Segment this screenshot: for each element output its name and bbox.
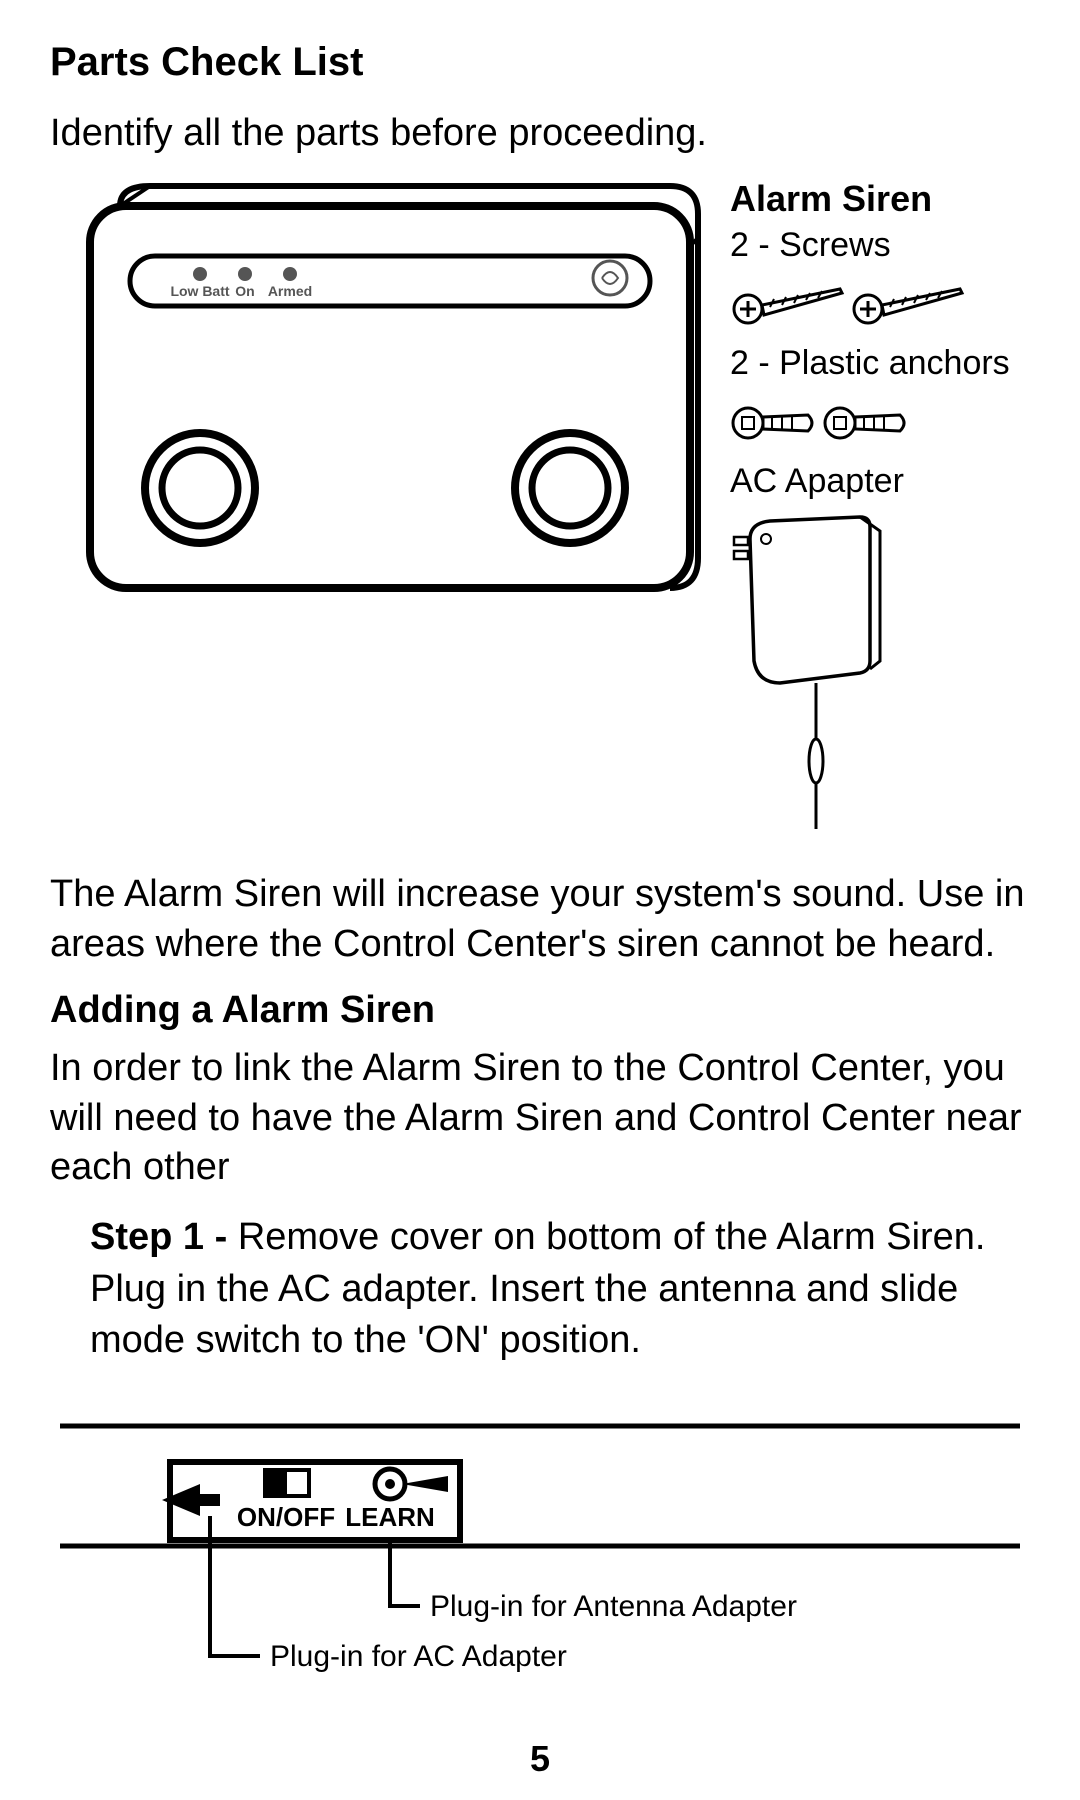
- siren-description: The Alarm Siren will increase your syste…: [50, 870, 1030, 969]
- learn-label: LEARN: [345, 1502, 435, 1532]
- step-1: Step 1 - Remove cover on bottom of the A…: [90, 1212, 1030, 1366]
- callout-ac: Plug-in for AC Adapter: [270, 1640, 567, 1673]
- screws-label: 2 - Screws: [730, 226, 1030, 265]
- parts-figure-row: Low Batt On Armed Alarm Siren 2 - Screws: [50, 178, 1030, 840]
- led-label-lowbatt: Low Batt: [170, 283, 229, 299]
- parts-checklist-heading: Parts Check List: [50, 40, 1030, 85]
- parts-list-title: Alarm Siren: [730, 178, 1030, 220]
- screws-icon: [730, 275, 980, 335]
- page-number: 5: [0, 1738, 1080, 1780]
- adding-siren-intro: In order to link the Alarm Siren to the …: [50, 1044, 1030, 1192]
- adding-siren-heading: Adding a Alarm Siren: [50, 989, 1030, 1032]
- ac-adapter-icon: [730, 511, 910, 831]
- parts-checklist-intro: Identify all the parts before proceeding…: [50, 109, 1030, 158]
- adapter-label: AC Apapter: [730, 462, 1030, 501]
- led-label-armed: Armed: [268, 283, 312, 299]
- anchors-icon: [730, 393, 930, 453]
- onoff-label: ON/OFF: [237, 1502, 335, 1532]
- callout-antenna: Plug-in for Antenna Adapter: [430, 1590, 797, 1623]
- step-1-label: Step 1 -: [90, 1216, 238, 1258]
- alarm-siren-illustration: Low Batt On Armed: [50, 178, 710, 613]
- anchors-label: 2 - Plastic anchors: [730, 344, 1030, 383]
- siren-device-svg: Low Batt On Armed: [50, 178, 710, 608]
- parts-list-column: Alarm Siren 2 - Screws 2 - Plastic ancho…: [730, 178, 1030, 840]
- switch-svg: ON/OFF LEARN Plug-in for Antenna Adapter…: [50, 1406, 1030, 1706]
- led-label-on: On: [235, 283, 254, 299]
- switch-diagram: ON/OFF LEARN Plug-in for Antenna Adapter…: [50, 1406, 1030, 1711]
